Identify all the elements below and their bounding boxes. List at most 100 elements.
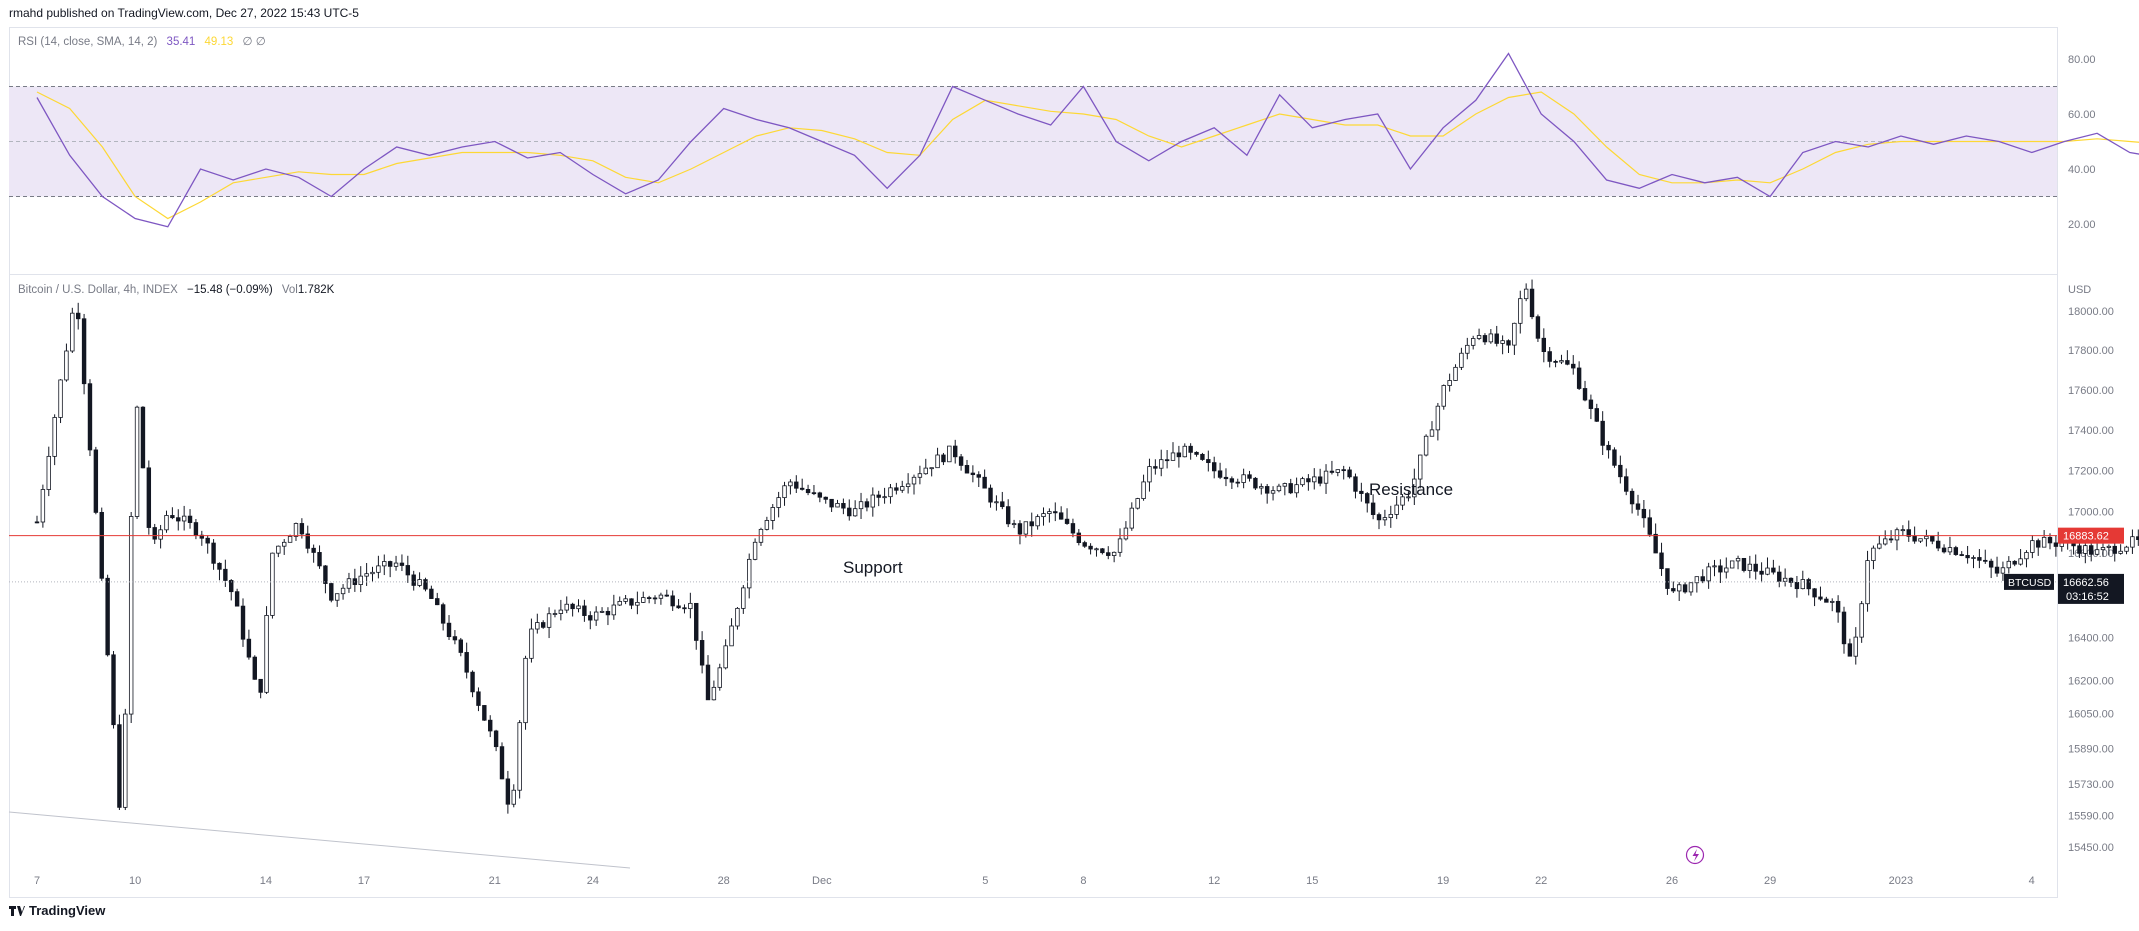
candle-body [2041, 536, 2047, 548]
candle-body [187, 515, 193, 523]
candle-body [2024, 552, 2029, 560]
rsi-tick-label: 60.00 [2068, 109, 2096, 121]
candle-body [1223, 476, 1229, 480]
candle-body [246, 638, 252, 658]
candle-body [964, 465, 970, 474]
candle-body [205, 537, 210, 544]
candle-body [570, 603, 575, 610]
candle-body [1341, 469, 1346, 472]
candle-body [1129, 507, 1134, 529]
candle-body [158, 529, 163, 540]
time-axis-label: 19 [1437, 875, 1449, 887]
candle-body [711, 686, 717, 701]
candle-body [52, 417, 57, 457]
candle-body [1782, 577, 1788, 582]
rsi-legend[interactable]: RSI (14, close, SMA, 14, 2) 35.41 49.13 … [18, 34, 272, 48]
volume-label: Vol [281, 284, 298, 296]
candle-body [1106, 552, 1111, 556]
candle-body [370, 571, 375, 575]
candle-body [735, 607, 740, 627]
main-legend[interactable]: Bitcoin / U.S. Dollar, 4h, INDEX −15.48 … [18, 284, 340, 296]
chart-frame [9, 27, 2058, 898]
trend-line[interactable] [8, 811, 631, 869]
candle-body [641, 597, 646, 603]
candle-body [623, 598, 628, 602]
pane-divider[interactable] [9, 274, 2057, 275]
candle-body [1594, 408, 1599, 422]
candle-body [1612, 449, 1617, 466]
price-tick-label: 16400.00 [2068, 633, 2114, 645]
candle-body [2118, 550, 2123, 554]
candle-body [629, 598, 634, 606]
candle-body [499, 746, 505, 780]
candle-body [1535, 316, 1541, 339]
candle-body [176, 517, 181, 522]
candle-body [1035, 516, 1040, 527]
candle-body [864, 501, 870, 508]
candle-body [1082, 542, 1087, 547]
candle-body [476, 691, 481, 706]
candle-body [1335, 469, 1341, 473]
tradingview-brand[interactable]: TradingView [9, 903, 105, 918]
candle-body [193, 522, 199, 536]
candle-body [223, 568, 228, 581]
rsi-legend-value: 35.41 [166, 36, 196, 48]
symbol-tag [2004, 573, 2054, 590]
candle-body [552, 613, 558, 615]
candle-body [576, 605, 581, 610]
candle-body [376, 565, 381, 573]
candle-body [411, 574, 416, 586]
candle-body [1712, 565, 1717, 568]
candle-body [1888, 538, 1894, 541]
candle-body [1553, 360, 1558, 363]
candle-body [1812, 588, 1817, 598]
candle-body [1671, 588, 1676, 592]
candle-body [658, 594, 664, 599]
candle-body [929, 467, 934, 470]
candle-body [1041, 513, 1046, 518]
candle-body [305, 533, 310, 549]
candle-body [493, 730, 499, 748]
candle-body [847, 507, 852, 517]
candle-body [1724, 567, 1729, 573]
candle-body [1847, 643, 1853, 657]
candle-body [1624, 476, 1629, 492]
candle-body [458, 639, 463, 653]
candle-body [1953, 547, 1959, 555]
candle-body [34, 521, 40, 524]
candle-body [1994, 566, 2000, 574]
time-axis-label: 4 [2029, 875, 2035, 887]
candle-body [1694, 576, 1700, 584]
candle-body [2012, 560, 2017, 565]
candle-body [1629, 490, 1635, 505]
candle-body [1300, 478, 1305, 486]
candle-body [540, 622, 546, 628]
candle-body [40, 489, 46, 523]
candle-body [764, 520, 770, 530]
candle-body [1470, 338, 1476, 346]
candle-body [1476, 335, 1482, 339]
event-flash-icon[interactable] [1685, 845, 1705, 865]
price-tick-label: 17400.00 [2068, 425, 2114, 437]
candle-body [2136, 536, 2139, 541]
candle-body [1117, 538, 1123, 553]
candle-body [782, 485, 787, 499]
symbol-tag-label: BTCUSD [2008, 577, 2052, 589]
candle-body [452, 636, 458, 641]
candle-body [1547, 351, 1552, 362]
candle-body [293, 523, 299, 537]
rsi-sma-line [36, 91, 2139, 220]
candle-body [87, 383, 93, 451]
candle-body [1653, 533, 1658, 554]
candle-body [1935, 540, 1941, 549]
candle-body [2077, 545, 2082, 554]
candle-body [517, 722, 522, 791]
candle-body [1806, 579, 1811, 590]
candle-body [1241, 474, 1246, 483]
candle-body [1188, 445, 1193, 453]
candle-body [488, 719, 493, 732]
candle-body [81, 318, 87, 385]
candle-body [1000, 501, 1005, 508]
candle-body [1070, 523, 1076, 534]
